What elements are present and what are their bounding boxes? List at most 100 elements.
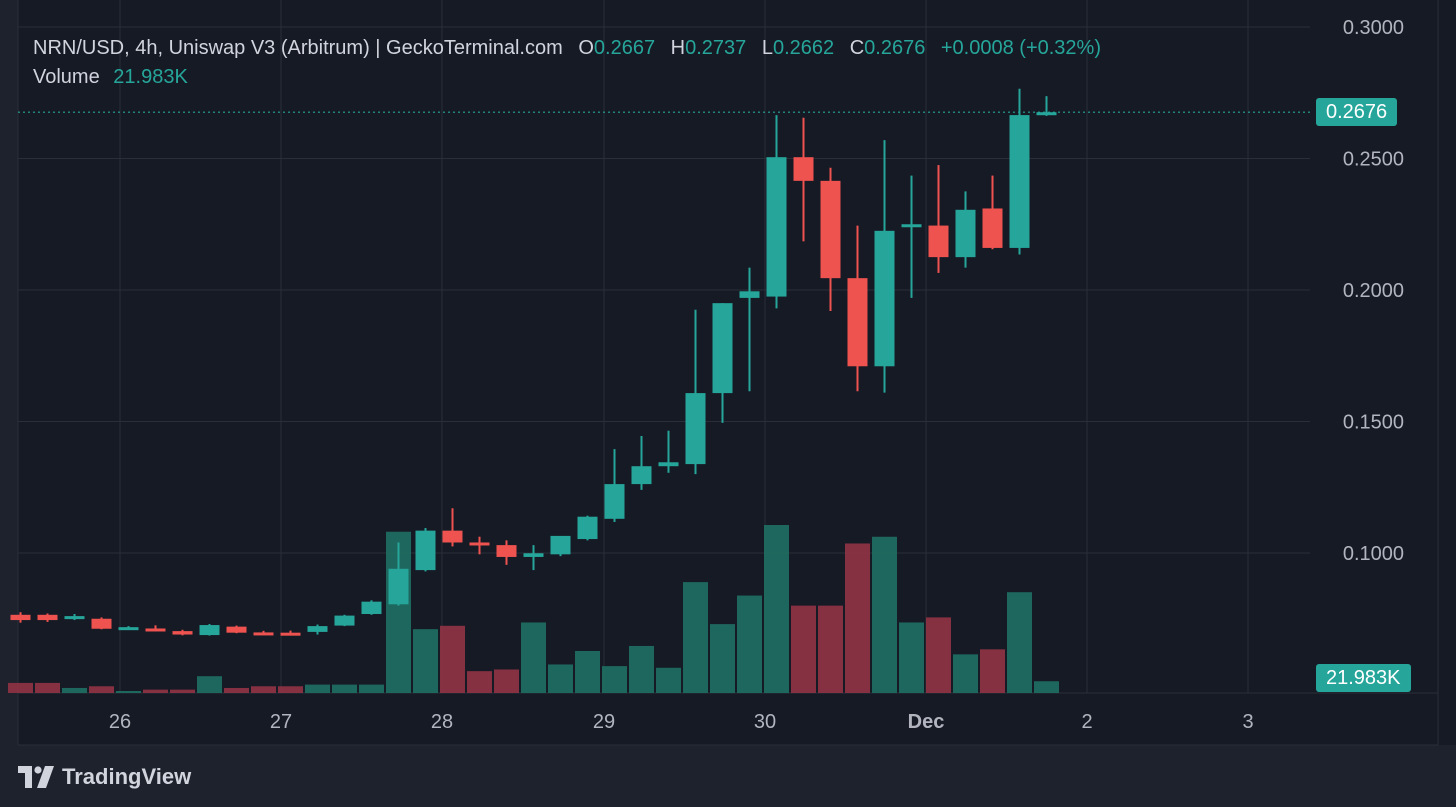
- candle-body: [577, 516, 598, 540]
- y-tick-label: 0.3000: [1343, 17, 1404, 39]
- volume-bar: [953, 654, 978, 693]
- candle-body: [280, 632, 301, 636]
- y-tick-label: 0.2500: [1343, 149, 1404, 171]
- candle-body: [37, 614, 58, 621]
- candle-body: [64, 616, 85, 620]
- candle-body: [415, 530, 436, 571]
- volume-bar: [251, 686, 276, 693]
- candle-body: [496, 545, 517, 557]
- high-label: H: [670, 37, 686, 59]
- candle-body: [955, 209, 976, 258]
- candle-body: [901, 224, 922, 228]
- volume-bar: [764, 525, 789, 693]
- open-value: 0.2667: [593, 37, 656, 59]
- volume-bar: [116, 691, 141, 693]
- volume-bar: [359, 684, 384, 693]
- x-tick-label: 28: [431, 711, 453, 733]
- plot-area: [18, 0, 1310, 745]
- candle-body: [550, 535, 571, 555]
- candle-body: [712, 303, 733, 394]
- candle-body: [658, 462, 679, 467]
- volume-bar: [413, 629, 438, 693]
- candle-body: [1009, 115, 1030, 248]
- volume-bar: [1007, 592, 1032, 693]
- candle-body: [469, 542, 490, 546]
- volume-bar: [143, 689, 168, 693]
- candle-body: [172, 631, 193, 635]
- x-tick-label: Dec: [908, 711, 945, 733]
- volume-bar: [305, 684, 330, 693]
- candle-body: [766, 157, 787, 297]
- volume-bar: [710, 624, 735, 693]
- candle-body: [253, 632, 274, 636]
- open-label: O: [578, 37, 594, 59]
- volume-bar: [278, 686, 303, 693]
- current-volume-badge: 21.983K: [1316, 664, 1411, 692]
- candle-body: [307, 626, 328, 632]
- candle-body: [523, 553, 544, 557]
- volume-bar: [737, 595, 762, 693]
- candle-body: [982, 208, 1003, 248]
- volume-bar: [197, 676, 222, 693]
- x-tick-label: 2: [1081, 711, 1092, 733]
- candle-body: [226, 626, 247, 633]
- candle-body: [793, 157, 814, 181]
- candle-body: [820, 180, 841, 279]
- volume-bar: [170, 689, 195, 693]
- close-label: C: [849, 37, 865, 59]
- volume-bar: [872, 536, 897, 693]
- candle-body: [874, 230, 895, 367]
- volume-label: Volume: [33, 66, 100, 88]
- volume-value: 21.983K: [113, 66, 188, 88]
- volume-bar: [845, 543, 870, 693]
- volume-bar: [980, 649, 1005, 693]
- candle-body: [91, 618, 112, 629]
- candle-body: [334, 615, 355, 626]
- x-tick-label: 29: [593, 711, 615, 733]
- candle-body: [10, 614, 31, 621]
- candle-body: [361, 601, 382, 615]
- volume-bar: [224, 687, 249, 693]
- volume-bar: [899, 622, 924, 693]
- volume-bar: [332, 684, 357, 693]
- y-tick-label: 0.2000: [1343, 280, 1404, 302]
- volume-bar: [683, 582, 708, 693]
- volume-bar: [791, 605, 816, 693]
- volume-bar: [548, 664, 573, 693]
- volume-bar: [629, 645, 654, 693]
- candle-body: [145, 628, 166, 632]
- candle-body: [442, 530, 463, 543]
- volume-bar: [494, 669, 519, 693]
- volume-bar: [521, 622, 546, 693]
- candle-body: [388, 568, 409, 605]
- symbol-title: NRN/USD, 4h, Uniswap V3 (Arbitrum) | Gec…: [33, 37, 563, 59]
- volume-bar: [8, 682, 33, 693]
- candle-body: [199, 625, 220, 636]
- volume-bar: [440, 625, 465, 693]
- change-value: +0.0008 (+0.32%): [940, 37, 1101, 59]
- low-label: L: [761, 37, 773, 59]
- high-value: 0.2737: [685, 37, 747, 59]
- candle-body: [739, 291, 760, 298]
- close-value: 0.2676: [864, 37, 926, 59]
- y-tick-label: 0.1500: [1343, 412, 1404, 434]
- candle-body: [604, 484, 625, 519]
- x-tick-label: 26: [109, 711, 131, 733]
- volume-bar: [602, 666, 627, 693]
- y-tick-label: 0.1000: [1343, 543, 1404, 565]
- tradingview-wordmark: TradingView: [62, 764, 192, 789]
- volume-bar: [656, 667, 681, 693]
- volume-bar: [818, 605, 843, 693]
- x-tick-label: 27: [270, 711, 292, 733]
- volume-legend: Volume 21.983K: [33, 65, 188, 89]
- volume-bar: [62, 687, 87, 693]
- tradingview-branding[interactable]: TradingView: [18, 762, 191, 792]
- volume-bar: [926, 617, 951, 693]
- candle-body: [928, 225, 949, 258]
- candle-body: [631, 466, 652, 485]
- volume-bar: [1034, 681, 1059, 693]
- volume-bar: [89, 686, 114, 693]
- volume-bar: [35, 682, 60, 693]
- candle-body: [847, 278, 868, 367]
